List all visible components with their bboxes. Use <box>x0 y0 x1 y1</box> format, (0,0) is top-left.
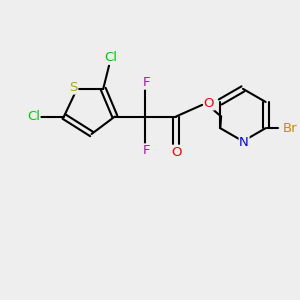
Text: Cl: Cl <box>27 110 40 123</box>
Text: O: O <box>171 146 182 158</box>
Text: Cl: Cl <box>104 51 117 64</box>
Text: F: F <box>142 76 150 89</box>
Text: O: O <box>204 97 214 110</box>
Text: F: F <box>142 144 150 157</box>
Text: Br: Br <box>283 122 297 135</box>
Text: N: N <box>239 136 249 149</box>
Text: S: S <box>69 81 78 94</box>
